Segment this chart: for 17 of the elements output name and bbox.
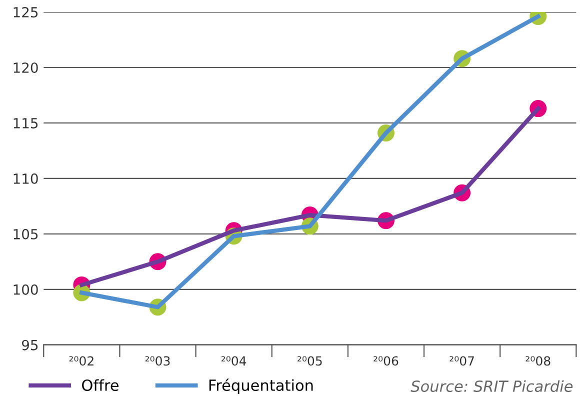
legend-label: Fréquentation (209, 378, 313, 394)
x-tick-label: ²⁰02 (69, 356, 94, 366)
y-tick-label: 100 (14, 284, 38, 295)
y-tick-label: 120 (14, 62, 38, 73)
y-tick-label: 105 (14, 228, 38, 240)
x-tick-label: ²⁰06 (374, 356, 398, 366)
y-tick-label: 95 (22, 340, 38, 350)
y-tick-label: 115 (14, 118, 38, 128)
y-tick-label: 125 (14, 7, 38, 18)
x-tick-label: ²⁰05 (298, 356, 322, 366)
legend-label: Offre (82, 379, 118, 392)
source-note: Source: SRIT Picardie (410, 380, 573, 392)
x-tick-label: ²⁰03 (145, 356, 170, 366)
x-tick-label: ²⁰08 (526, 356, 550, 366)
y-tick-label: 110 (14, 173, 38, 184)
x-tick-label: ²⁰07 (450, 356, 474, 366)
x-tick-label: ²⁰04 (221, 356, 246, 366)
